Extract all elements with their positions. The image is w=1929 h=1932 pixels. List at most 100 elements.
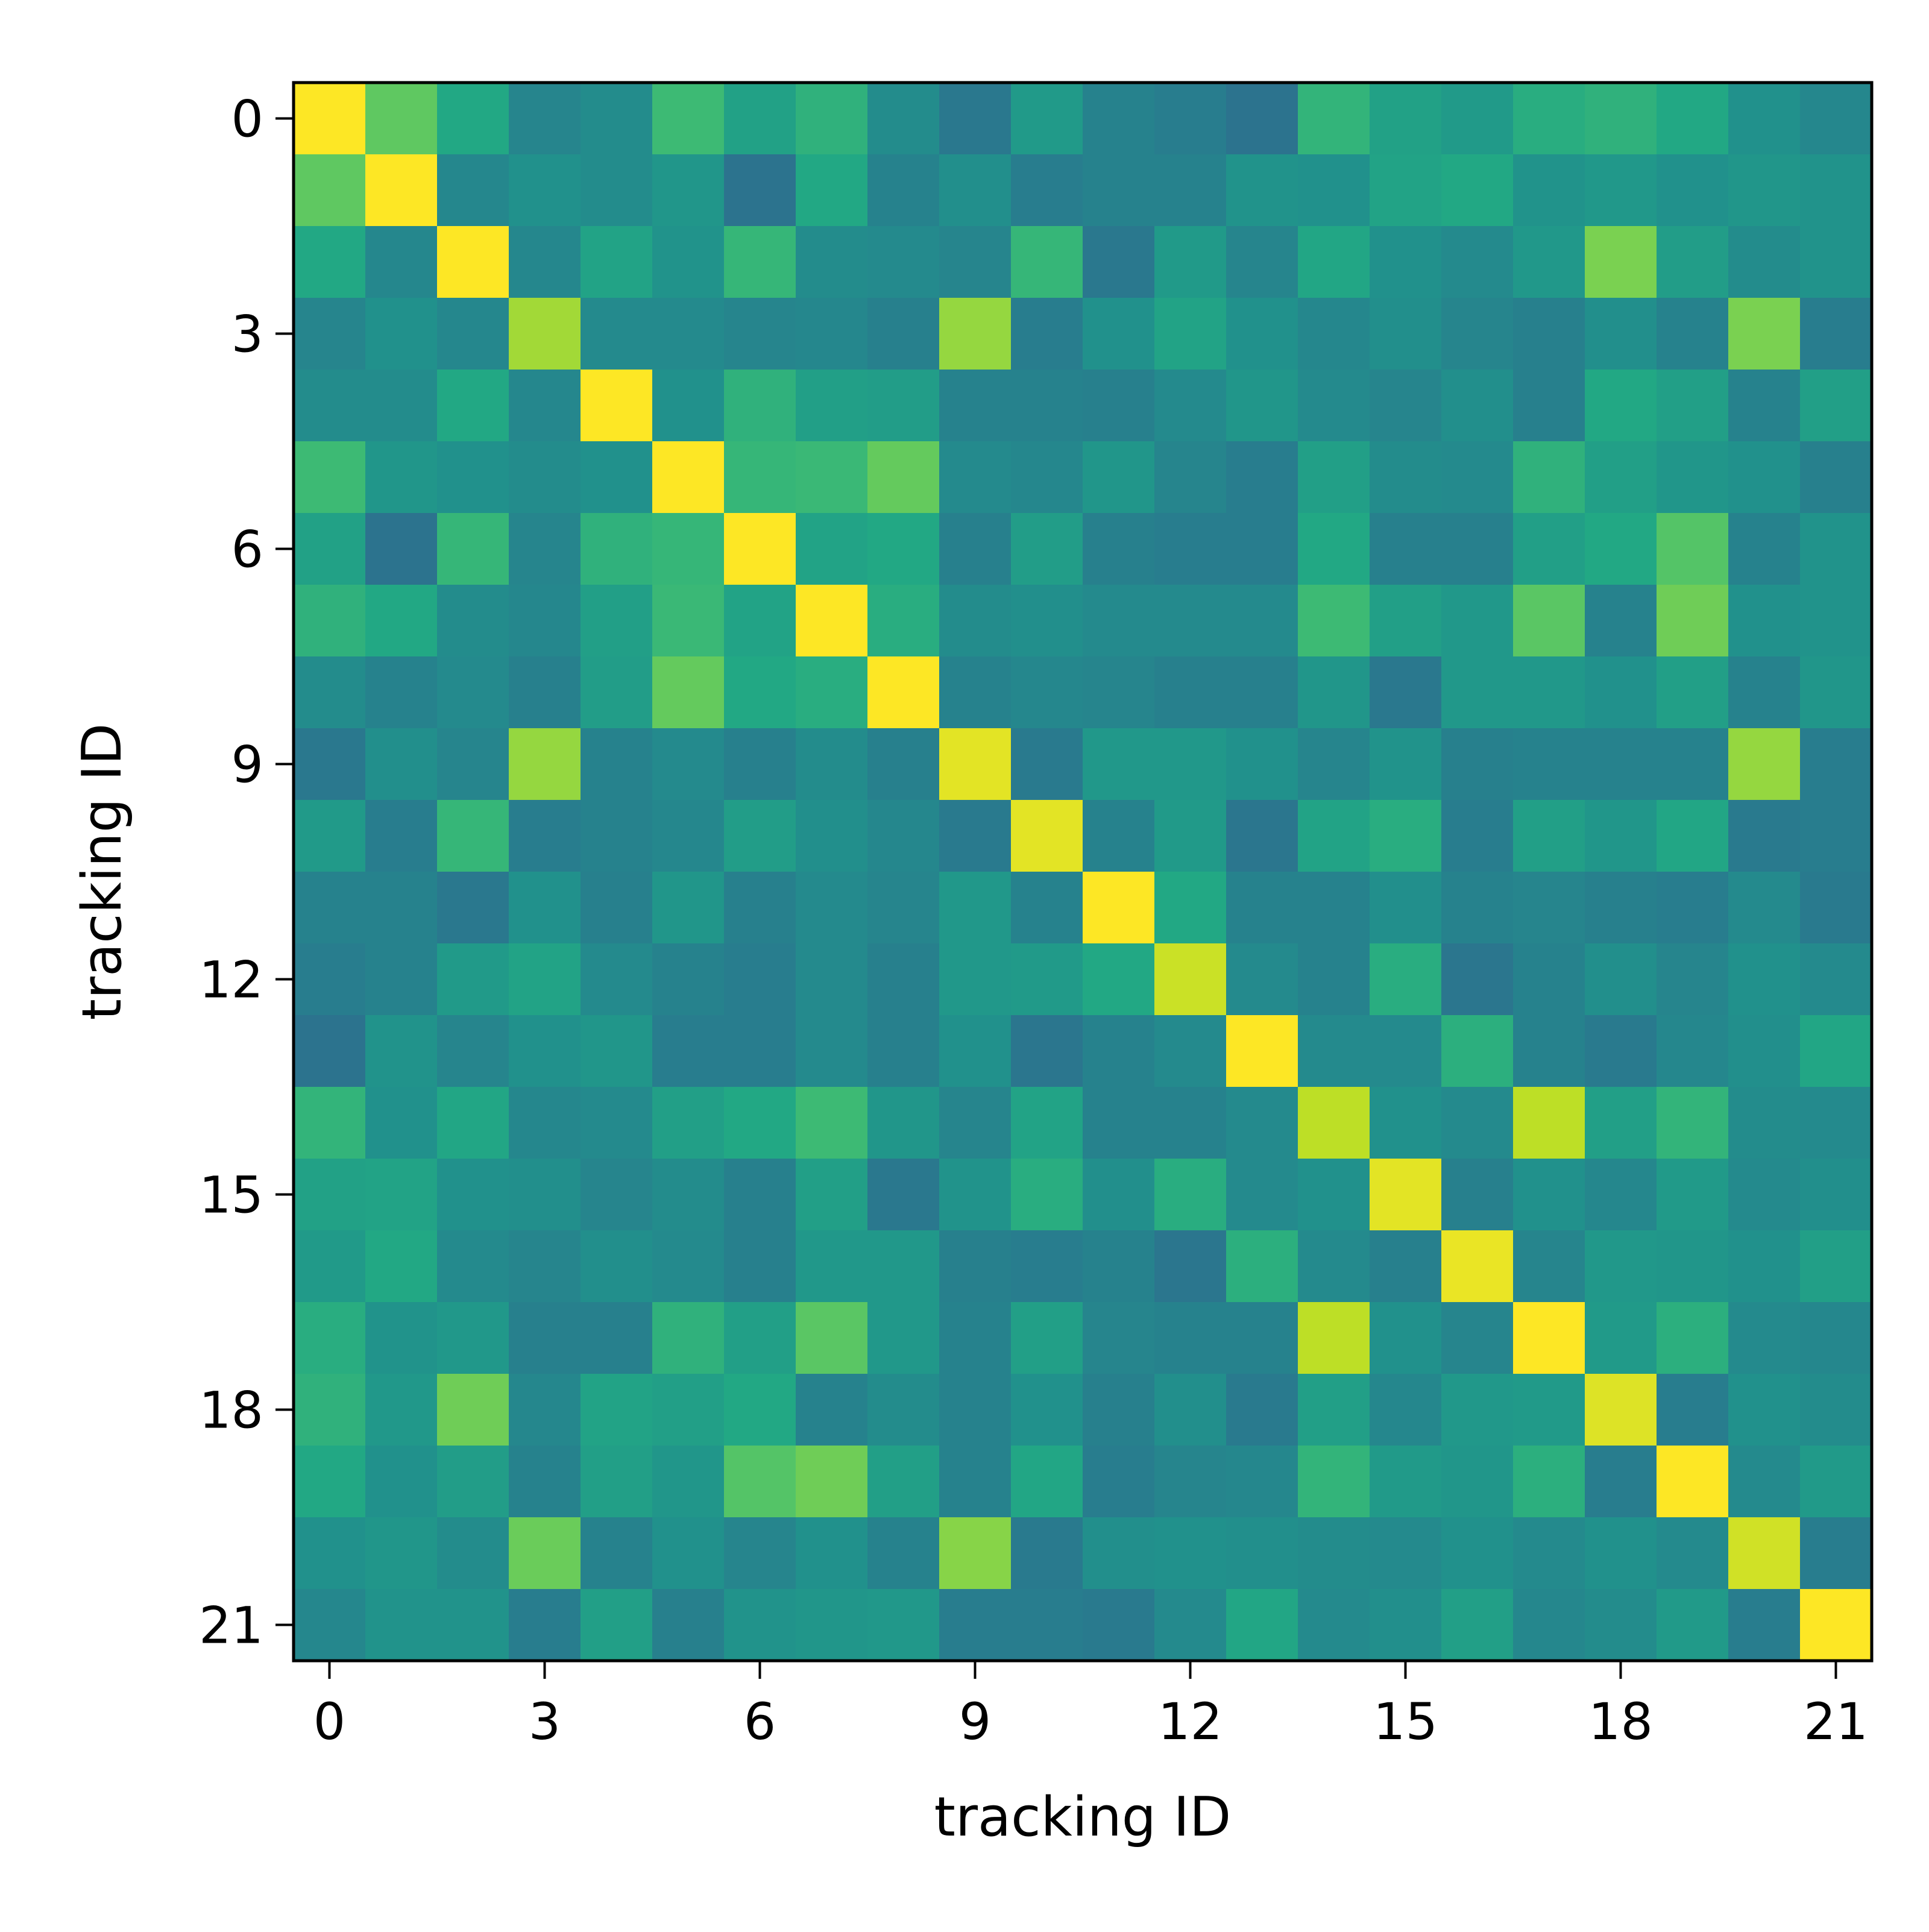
heatmap-cell (1011, 1302, 1083, 1374)
heatmap-cell (1513, 656, 1585, 729)
heatmap-cell (1011, 1589, 1083, 1661)
heatmap-cell (509, 370, 581, 442)
heatmap-cell (1226, 585, 1298, 657)
heatmap-cell (1800, 1374, 1872, 1446)
heatmap-cell (867, 370, 940, 442)
heatmap-cell (867, 943, 940, 1016)
heatmap-cell (652, 800, 725, 872)
heatmap-cell (1728, 226, 1801, 298)
heatmap-cell (1657, 154, 1729, 227)
heatmap-cell (294, 370, 366, 442)
heatmap-cell (652, 728, 725, 801)
heatmap-cell (1083, 226, 1155, 298)
heatmap-cell (581, 872, 653, 944)
heatmap-cell (1800, 728, 1872, 801)
heatmap-cell (1370, 226, 1442, 298)
heatmap-cell (509, 1446, 581, 1518)
heatmap-cell (1154, 513, 1227, 585)
heatmap-cell (1154, 1230, 1227, 1303)
x-tick-label: 9 (959, 1692, 991, 1751)
heatmap-cell (1083, 1517, 1155, 1590)
heatmap-cell (1011, 154, 1083, 227)
heatmap-cell (939, 728, 1012, 801)
heatmap-cell (1298, 1230, 1370, 1303)
x-tick-label: 6 (744, 1692, 776, 1751)
heatmap-cell (1298, 585, 1370, 657)
heatmap-cell (1154, 800, 1227, 872)
heatmap-cell (437, 298, 509, 370)
heatmap-cell (724, 441, 796, 514)
heatmap-cell (509, 1159, 581, 1231)
heatmap-cell (1800, 656, 1872, 729)
heatmap-cell (724, 1517, 796, 1590)
heatmap-cell (1585, 441, 1657, 514)
heatmap-cell (1728, 728, 1801, 801)
heatmap-cell (365, 1087, 438, 1159)
heatmap-cell (652, 1230, 725, 1303)
heatmap-cell (939, 1517, 1012, 1590)
heatmap-cell (1226, 1446, 1298, 1518)
heatmap-cell (1370, 1302, 1442, 1374)
heatmap-cell (1226, 1087, 1298, 1159)
heatmap-cell (1083, 154, 1155, 227)
heatmap-cell (1154, 370, 1227, 442)
heatmap-cell (294, 441, 366, 514)
heatmap-cell (796, 1159, 868, 1231)
heatmap-cell (581, 154, 653, 227)
heatmap-cell (652, 1015, 725, 1087)
heatmap-cell (1441, 800, 1514, 872)
heatmap-cell (509, 1302, 581, 1374)
heatmap-cell (652, 1302, 725, 1374)
heatmap-cell (867, 83, 940, 155)
heatmap-cell (796, 1302, 868, 1374)
heatmap-cell (1226, 1230, 1298, 1303)
heatmap-cell (1370, 441, 1442, 514)
heatmap-cell (1441, 513, 1514, 585)
x-tick-label: 0 (313, 1692, 345, 1751)
heatmap-cell (1657, 872, 1729, 944)
heatmap-cell (796, 441, 868, 514)
heatmap-cell (1154, 943, 1227, 1016)
heatmap-cell (1011, 83, 1083, 155)
heatmap-cell (437, 656, 509, 729)
heatmap-cell (437, 1589, 509, 1661)
heatmap-cell (294, 1374, 366, 1446)
heatmap-cell (1728, 1517, 1801, 1590)
y-tick-label: 12 (199, 951, 263, 1010)
heatmap-cell (437, 728, 509, 801)
heatmap-cell (867, 1087, 940, 1159)
heatmap-cell (365, 226, 438, 298)
heatmap-cell (1513, 1446, 1585, 1518)
heatmap-cell (1800, 1087, 1872, 1159)
heatmap-cell (581, 1087, 653, 1159)
heatmap-cell (1154, 1015, 1227, 1087)
heatmap-cell (1728, 1374, 1801, 1446)
heatmap-cell (867, 226, 940, 298)
heatmap-cell (1800, 1015, 1872, 1087)
heatmap-cell (1083, 1159, 1155, 1231)
heatmap-cell (1083, 943, 1155, 1016)
heatmap-cell (1800, 226, 1872, 298)
heatmap-cell (1513, 370, 1585, 442)
heatmap-cell (1370, 298, 1442, 370)
x-tick-label: 3 (529, 1692, 561, 1751)
heatmap-cell (1298, 441, 1370, 514)
heatmap-cell (1585, 1302, 1657, 1374)
heatmap-cell (1154, 1589, 1227, 1661)
heatmap-cell (1585, 83, 1657, 155)
heatmap-cell (1728, 1302, 1801, 1374)
heatmap-cell (1083, 513, 1155, 585)
heatmap-cell (1370, 1446, 1442, 1518)
heatmap-cell (1441, 83, 1514, 155)
heatmap-cell (365, 1015, 438, 1087)
heatmap-cell (581, 1015, 653, 1087)
heatmap-cell (365, 1230, 438, 1303)
heatmap-cell (652, 370, 725, 442)
heatmap-cell (581, 1159, 653, 1231)
heatmap-cell (796, 1517, 868, 1590)
heatmap-cell (1298, 298, 1370, 370)
heatmap-cell (365, 513, 438, 585)
heatmap-cell (652, 83, 725, 155)
heatmap-cell (1298, 656, 1370, 729)
